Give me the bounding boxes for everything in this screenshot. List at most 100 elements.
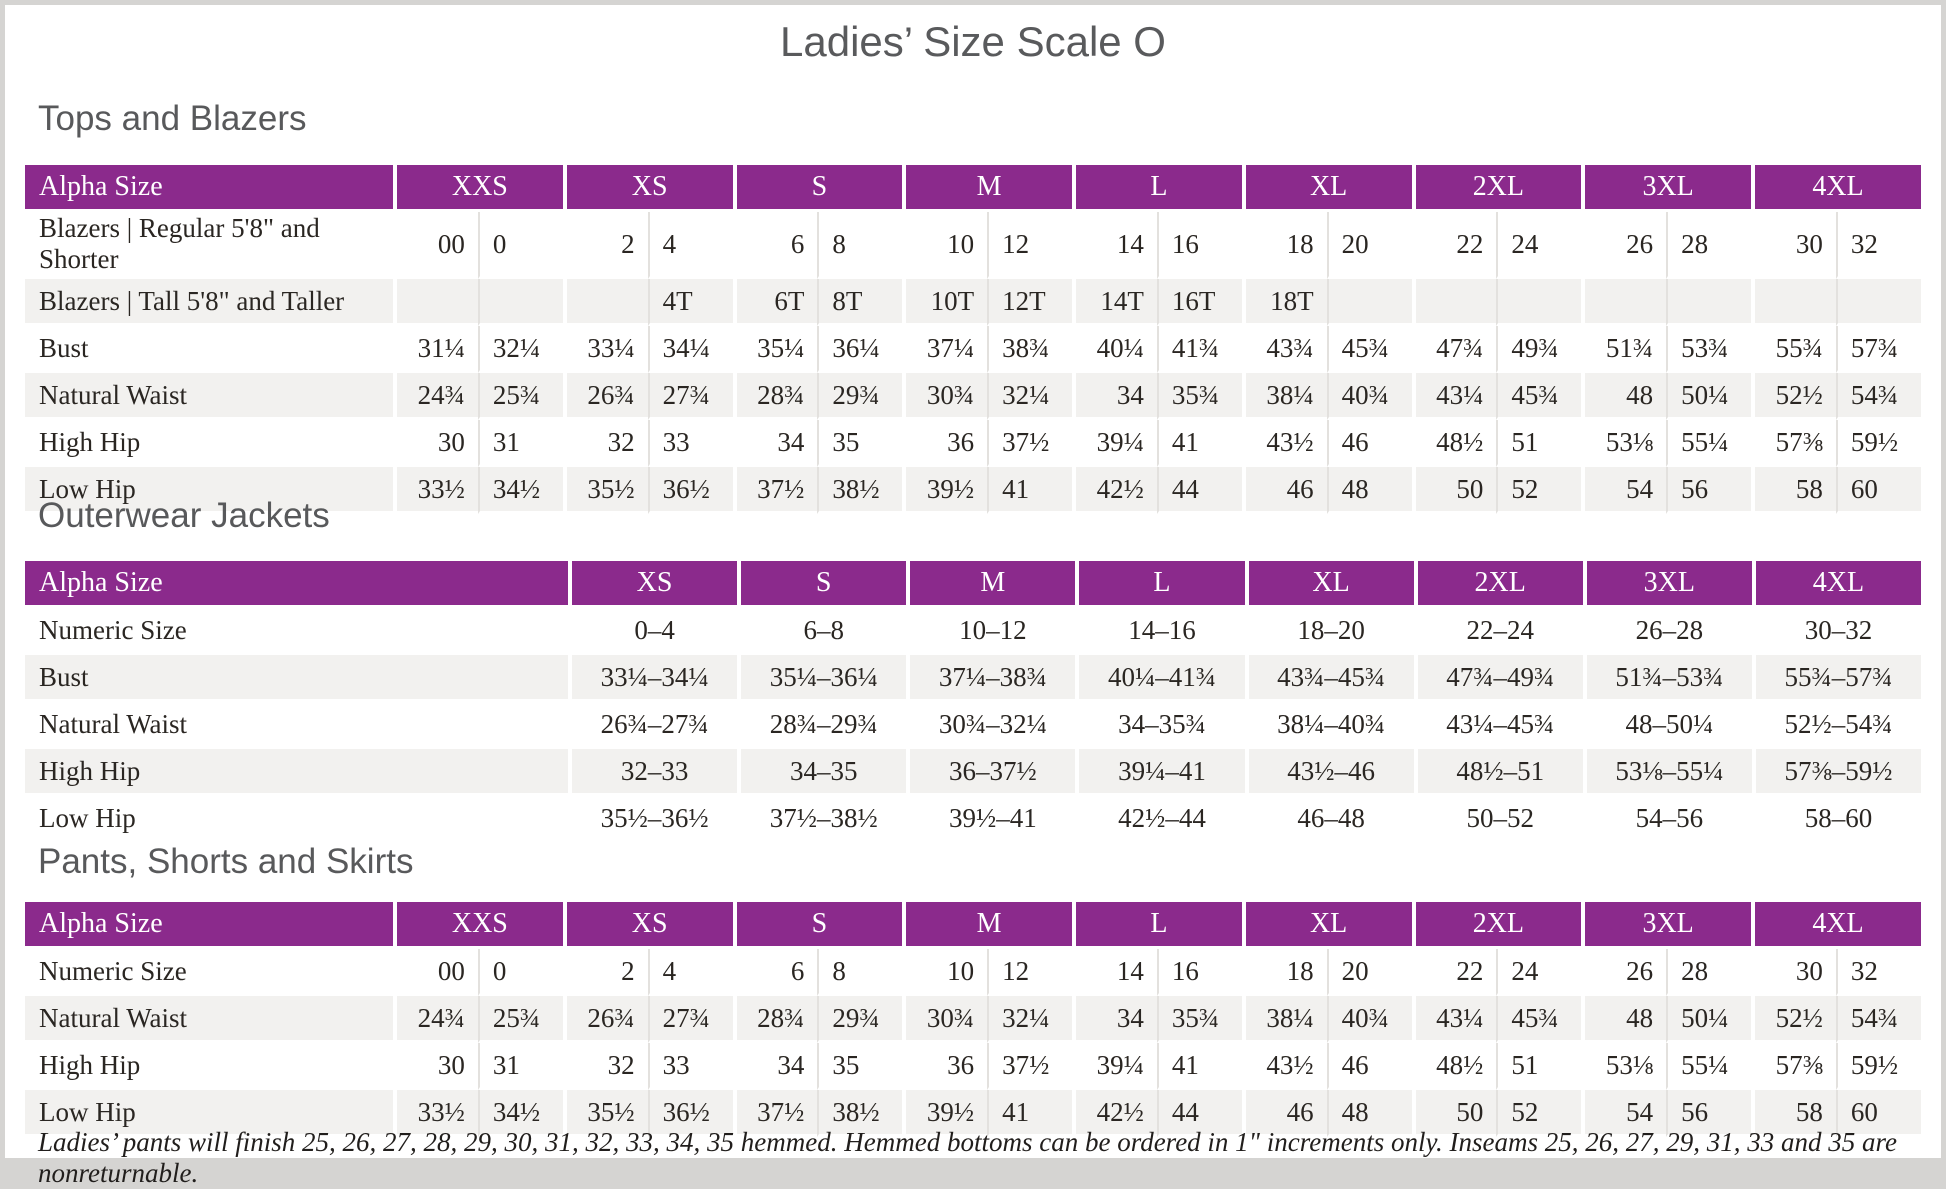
table-row: Low Hip 33½ 34½ 35½ 36½ 37½ 38½ 39½ 41 42½ 44 46 48 5…: [25, 1090, 1921, 1137]
size-cell: 43¾–45¾: [1244, 655, 1414, 702]
size-cell: 47¾: [1411, 326, 1497, 373]
table-row: High Hip 30 31 32 33 34 35 36 37½ 39¼ 41 43½ 46 48½ 51…: [25, 420, 1921, 467]
size-cell: 37¼–38¾: [906, 655, 1076, 702]
size-cell: [562, 279, 648, 326]
size-cell: 42½–44: [1075, 796, 1245, 843]
size-cell: 14: [1072, 949, 1157, 996]
size-cell: 52½: [1751, 996, 1836, 1043]
size-cell: 34½: [477, 1090, 563, 1137]
column-header-2xl: 2XL: [1411, 165, 1582, 212]
size-cell: [1581, 279, 1667, 326]
size-cell: 00: [393, 949, 478, 996]
size-cell: 40¼–41¾: [1075, 655, 1245, 702]
size-cell: 59½: [1835, 420, 1921, 467]
size-cell: 8T: [817, 279, 903, 326]
size-table-tops-and-blazers: Alpha Size XXS XS S M L XL 2XL 3XL 4XL Blazers | R…: [25, 165, 1921, 514]
size-cell: 39½: [902, 467, 988, 514]
size-cell: 36½: [647, 467, 733, 514]
size-cell: 39¼: [1072, 1043, 1157, 1090]
size-cell: 27¾: [647, 996, 733, 1043]
size-cell: 22: [1411, 212, 1497, 279]
row-label: Low Hip: [25, 467, 393, 514]
size-cell: 47¾–49¾: [1413, 655, 1583, 702]
size-cell: 26¾–27¾: [568, 702, 738, 749]
column-header-xl: XL: [1244, 561, 1414, 608]
size-cell: 22–24: [1413, 608, 1583, 655]
size-cell: 52: [1496, 467, 1582, 514]
size-cell: 34: [1072, 996, 1157, 1043]
row-label: Numeric Size: [25, 949, 393, 996]
size-cell: 37½–38½: [737, 796, 907, 843]
size-cell: 35½: [562, 1090, 648, 1137]
size-cell: 18T: [1241, 279, 1327, 326]
size-cell: 50¼: [1666, 996, 1751, 1043]
size-cell: 43¼–45¾: [1413, 702, 1583, 749]
size-cell: 59½: [1835, 1043, 1921, 1090]
size-cell: 35½: [562, 467, 648, 514]
size-cell: 55¾: [1751, 326, 1836, 373]
column-header-3xl: 3XL: [1582, 561, 1752, 608]
size-cell: 56: [1666, 1090, 1751, 1137]
size-cell: 38¾: [987, 326, 1072, 373]
table-row: Bust 33¼–34¼ 35¼–36¼ 37¼–38¾ 40¼–41¾ 43¾–45¾ 4…: [25, 655, 1921, 702]
size-cell: 30: [1751, 949, 1836, 996]
size-cell: 37½: [987, 1043, 1072, 1090]
size-cell: 36¼: [817, 326, 903, 373]
size-cell: 41¾: [1156, 326, 1242, 373]
size-cell: 34¼: [647, 326, 733, 373]
size-table-outerwear-jackets: Alpha Size XS S M L XL 2XL 3XL 4XL Numeric Size 0–…: [25, 561, 1921, 843]
size-cell: 48: [1581, 996, 1667, 1043]
row-label: Natural Waist: [25, 373, 393, 420]
size-cell: 48: [1326, 1090, 1412, 1137]
size-cell: 33½: [393, 1090, 478, 1137]
size-cell: 39¼: [1072, 420, 1157, 467]
size-cell: 44: [1156, 1090, 1242, 1137]
size-cell: 50¼: [1666, 373, 1751, 420]
table-row: Blazers | Tall 5'8" and Taller 4T 6T 8T 10T 1…: [25, 279, 1921, 326]
column-header-m: M: [902, 902, 1072, 949]
size-cell: 0: [477, 949, 563, 996]
size-cell: 30: [1751, 212, 1836, 279]
size-cell: 34–35: [737, 749, 907, 796]
size-cell: 16: [1156, 949, 1242, 996]
size-cell: 16T: [1156, 279, 1242, 326]
size-cell: 28: [1666, 212, 1751, 279]
size-cell: 45¾: [1496, 996, 1582, 1043]
size-cell: 45¾: [1496, 373, 1582, 420]
size-cell: [1326, 279, 1412, 326]
size-cell: 32: [562, 1043, 648, 1090]
size-cell: 6: [732, 212, 818, 279]
size-cell: 0: [477, 212, 563, 279]
column-header-2xl: 2XL: [1413, 561, 1583, 608]
size-cell: 41: [1156, 1043, 1242, 1090]
size-cell: 38¼–40¾: [1244, 702, 1414, 749]
size-cell: 32: [1835, 212, 1921, 279]
size-cell: 34: [732, 1043, 818, 1090]
size-cell: 20: [1326, 212, 1412, 279]
size-cell: 29¾: [817, 373, 903, 420]
size-cell: 51¾–53¾: [1582, 655, 1752, 702]
column-header-4xl: 4XL: [1751, 561, 1921, 608]
column-header-s: S: [732, 902, 903, 949]
size-cell: [1496, 279, 1582, 326]
pants-hemming-footnote: Ladies’ pants will finish 25, 26, 27, 28…: [38, 1127, 1897, 1188]
size-cell: 8: [817, 949, 903, 996]
size-cell: 32¼: [477, 326, 563, 373]
size-cell: 48: [1326, 467, 1412, 514]
size-cell: 38¼: [1241, 373, 1327, 420]
size-cell: 57⅜: [1751, 420, 1836, 467]
size-cell: 48: [1581, 373, 1667, 420]
row-label: Low Hip: [25, 796, 568, 843]
size-cell: 56: [1666, 467, 1751, 514]
size-cell: 55¾–57¾: [1751, 655, 1921, 702]
size-cell: 43¼: [1411, 996, 1497, 1043]
size-cell: 33¼–34¼: [568, 655, 738, 702]
size-cell: 35¼–36¼: [737, 655, 907, 702]
size-cell: 20: [1326, 949, 1412, 996]
size-cell: 0–4: [568, 608, 738, 655]
size-cell: 46: [1326, 1043, 1412, 1090]
table-row: Numeric Size 00 0 2 4 6 8 10 12 14 16 18 20 22 24 26 28 3…: [25, 949, 1921, 996]
size-cell: 34–35¾: [1075, 702, 1245, 749]
size-cell: 38½: [817, 467, 903, 514]
size-cell: 26¾: [562, 373, 648, 420]
